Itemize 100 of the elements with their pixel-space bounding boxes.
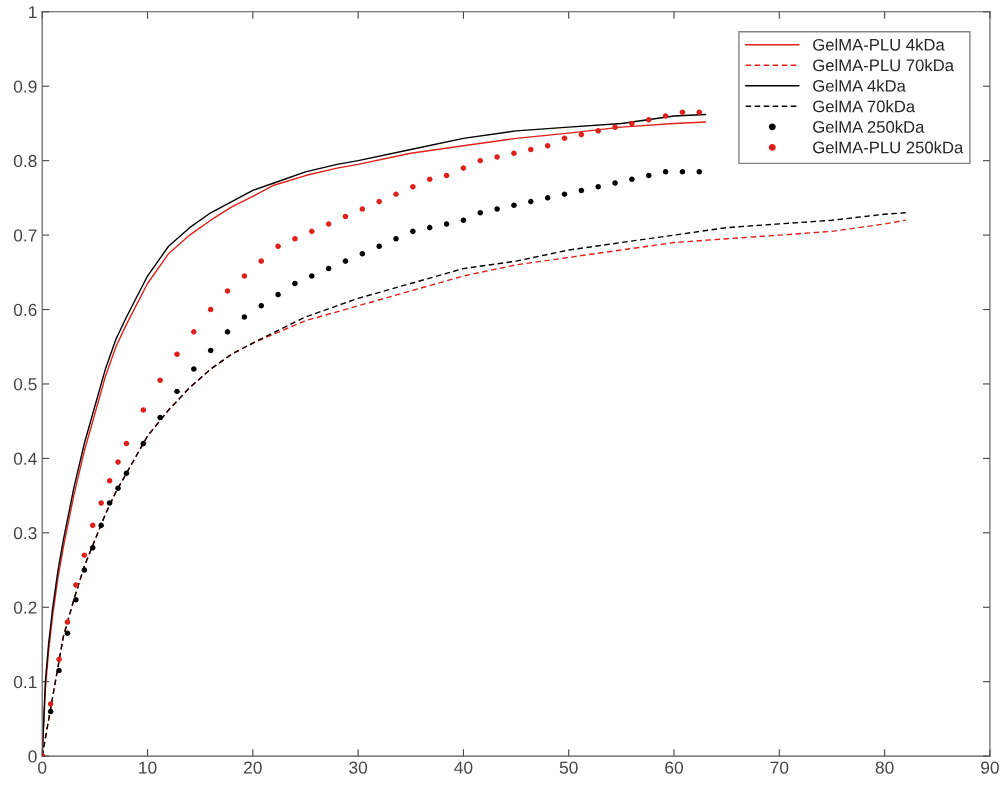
point: [393, 191, 399, 197]
x-tick-label: 60: [665, 761, 683, 774]
y-tick-label: 0.9: [13, 80, 37, 93]
point: [544, 195, 551, 201]
x-tick-label: 0: [38, 761, 47, 774]
point: [528, 146, 534, 153]
point: [426, 176, 433, 183]
point: [629, 176, 635, 183]
point: [174, 351, 180, 357]
point: [309, 273, 315, 279]
point: [662, 113, 669, 119]
point: [106, 477, 113, 484]
y-tick-label: 1: [29, 6, 37, 19]
point: [275, 291, 281, 298]
point: [578, 187, 585, 194]
point: [612, 180, 618, 186]
point: [342, 258, 349, 264]
point: [477, 209, 484, 216]
point: [115, 485, 121, 491]
x-tick-label: 90: [981, 761, 999, 774]
point: [98, 522, 104, 529]
point: [207, 347, 214, 354]
point: [106, 500, 113, 506]
y-tick-label: 0.3: [13, 527, 37, 540]
point: [292, 280, 298, 287]
point: [443, 221, 450, 227]
x-tick-label: 50: [559, 761, 578, 774]
point: [191, 329, 197, 335]
point: [460, 165, 467, 171]
point: [241, 314, 248, 320]
point: [494, 206, 500, 212]
point: [696, 109, 703, 116]
legend-label: GelMA 70kDa: [813, 100, 916, 113]
point: [275, 243, 281, 250]
legend-label: GelMA-PLU 250kDa: [813, 141, 964, 154]
point: [292, 236, 298, 242]
legend-label: GelMA-PLU 70kDa: [813, 58, 954, 72]
point: [578, 131, 585, 138]
point: [679, 169, 686, 175]
point: [679, 109, 686, 116]
point: [140, 407, 147, 413]
point: [426, 224, 433, 231]
point: [629, 120, 635, 127]
point: [224, 329, 231, 335]
y-tick-label: 0.2: [13, 601, 37, 614]
point: [191, 366, 197, 372]
point: [595, 183, 601, 190]
x-tick-label: 80: [875, 761, 894, 774]
point: [410, 183, 416, 190]
y-tick-label: 0.6: [13, 303, 37, 316]
legend-label: GelMA-PLU 4kDa: [813, 38, 945, 51]
point: [477, 157, 484, 164]
point: [325, 265, 332, 272]
y-tick-label: 0.5: [13, 378, 37, 391]
y-tick-label: 0.1: [13, 675, 37, 689]
x-tick-label: 40: [454, 761, 473, 774]
y-tick-label: 0.4: [13, 452, 37, 465]
point: [511, 202, 517, 209]
legend-label: GelMA 4kDa: [813, 79, 906, 92]
point: [561, 135, 568, 142]
point: [157, 377, 163, 384]
x-tick-label: 70: [770, 761, 789, 774]
point: [258, 258, 265, 264]
point: [443, 172, 450, 179]
point: [56, 656, 62, 663]
point: [325, 221, 332, 227]
point: [393, 236, 399, 242]
point: [64, 619, 71, 625]
y-tick-label: 0: [28, 750, 37, 763]
point: [98, 500, 104, 506]
point: [309, 228, 315, 235]
point: [81, 552, 88, 558]
point: [207, 306, 214, 313]
point: [56, 667, 62, 674]
point: [123, 470, 130, 477]
point: [115, 459, 121, 465]
point: [612, 124, 618, 130]
x-tick-label: 10: [139, 761, 157, 774]
point: [511, 150, 517, 156]
point: [645, 116, 652, 123]
x-tick-label: 30: [349, 761, 368, 774]
point: [47, 708, 54, 715]
point: [157, 414, 163, 421]
point: [73, 582, 79, 588]
point: [645, 172, 652, 179]
point: [359, 206, 366, 212]
point: [174, 388, 180, 395]
point: [89, 522, 96, 529]
point: [241, 273, 248, 279]
legend-label: GelMA 250kDa: [813, 120, 925, 133]
y-tick-label: 0.8: [13, 154, 37, 168]
point: [140, 440, 147, 447]
point: [359, 250, 366, 257]
point: [376, 243, 382, 250]
point: [544, 142, 551, 149]
point: [224, 288, 231, 294]
point: [376, 198, 382, 205]
point: [561, 191, 568, 197]
point: [528, 198, 534, 205]
point: [258, 303, 265, 309]
